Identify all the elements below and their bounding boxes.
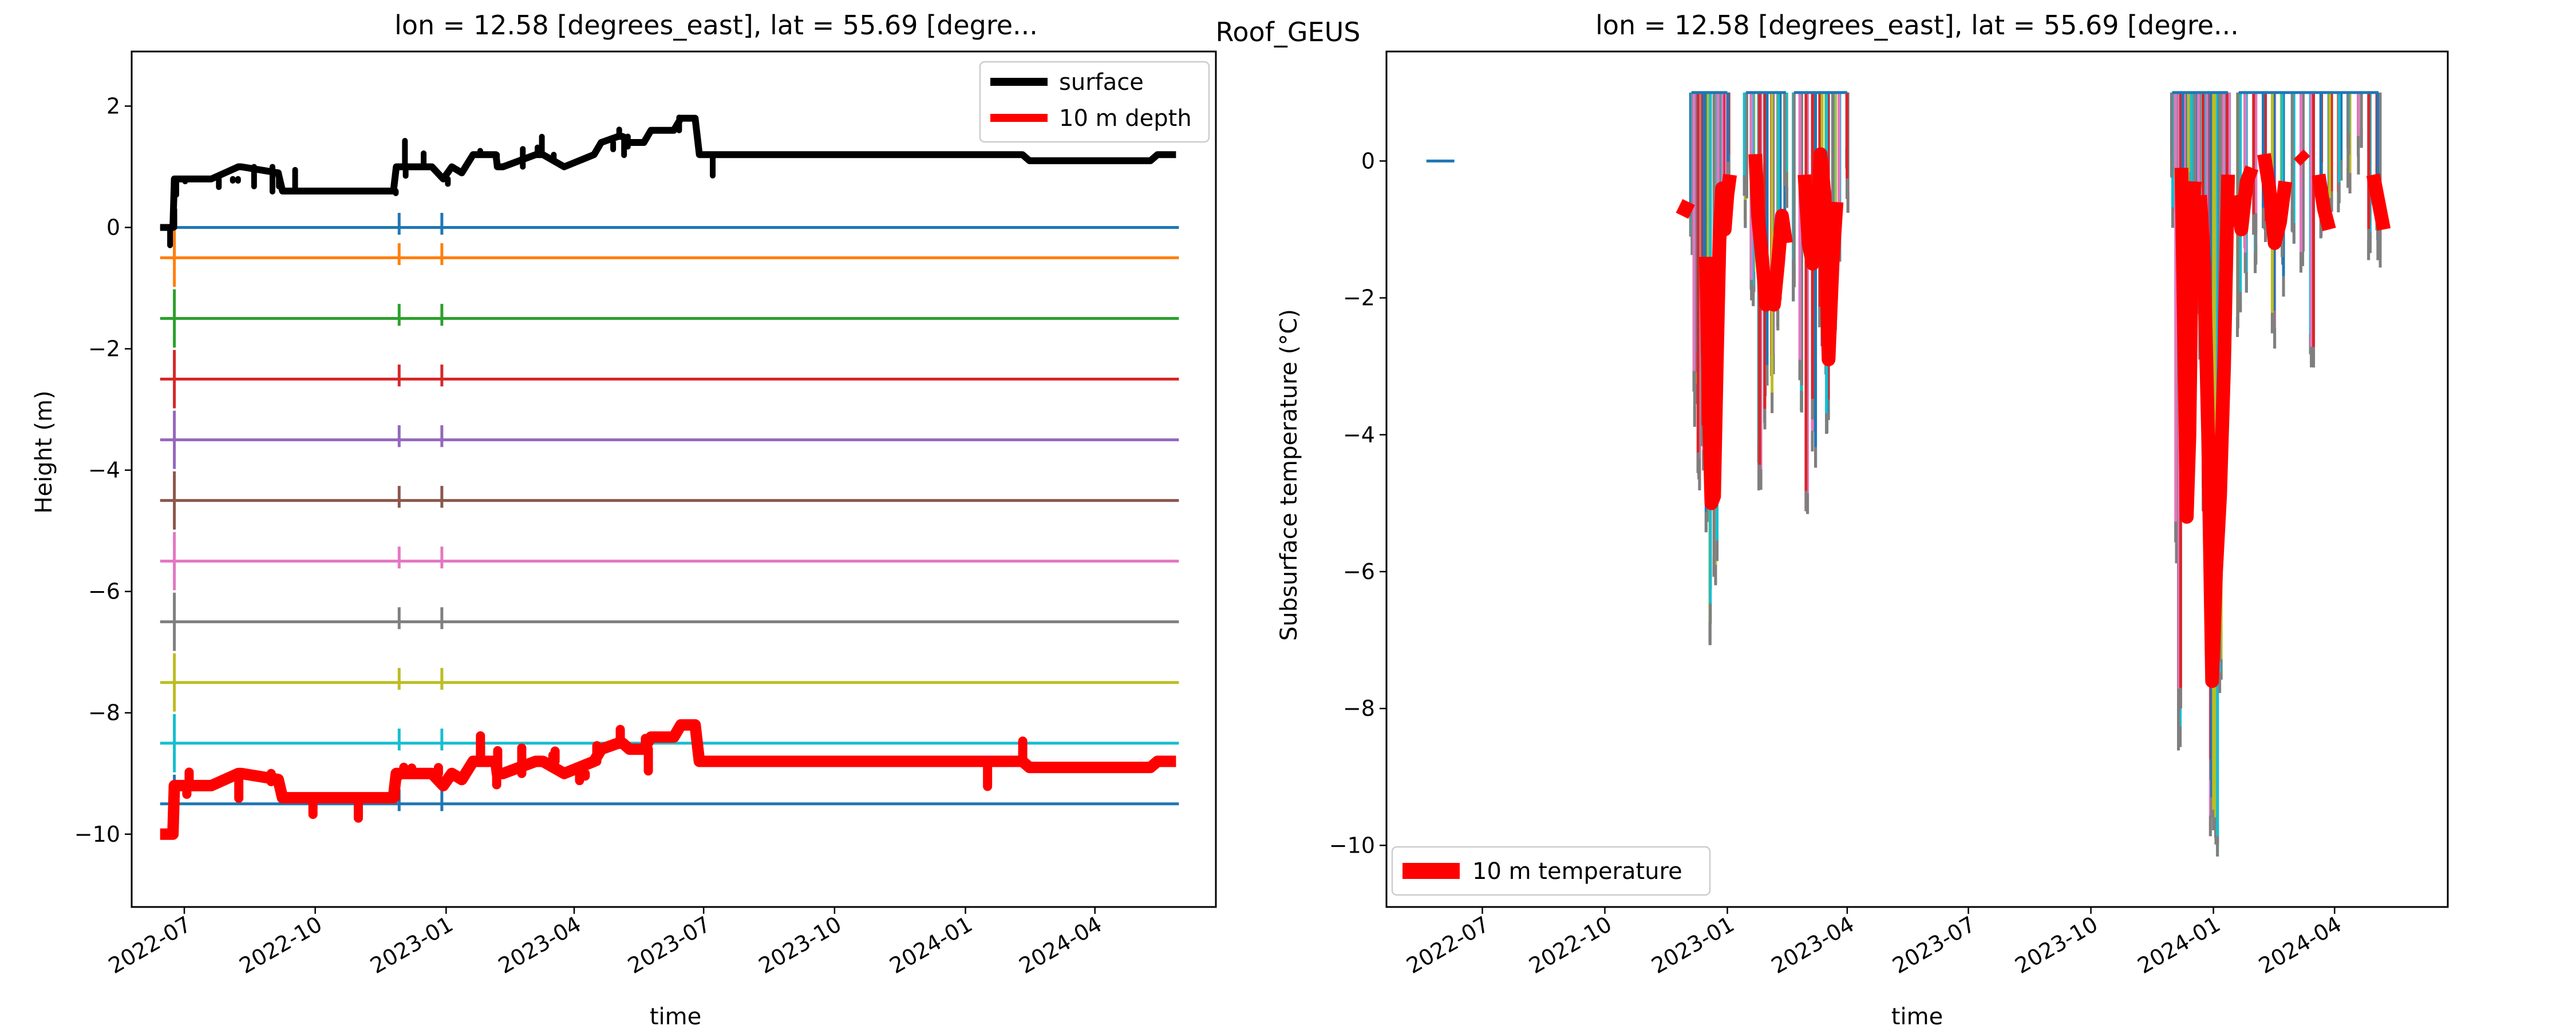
y-tick-label: −6 <box>1343 559 1375 584</box>
temperature-10m-line <box>2312 173 2336 232</box>
y-tick-label: −4 <box>1343 422 1375 447</box>
y-tick-label: −2 <box>88 336 120 362</box>
temperature-10m-line <box>2193 175 2235 688</box>
temperature-chart-legend: 10 m temperature <box>1391 846 1711 896</box>
height-chart-legend: surface 10 m depth <box>979 61 1210 143</box>
y-tick-label: −8 <box>1343 696 1375 721</box>
height-chart-plot-area <box>160 114 1179 840</box>
temperature-chart-title: lon = 12.58 [degrees_east], lat = 55.69 … <box>1595 10 2239 41</box>
temperature-10m-line <box>2174 168 2202 524</box>
y-tick-label: −10 <box>74 822 120 847</box>
temperature-chart-ylabel: Subsurface temperature (°C) <box>1276 309 1302 641</box>
temperature-chart-legend-box <box>1391 846 1711 896</box>
temperature-10m-line <box>2229 165 2259 236</box>
legend-label-surface: surface <box>1059 69 1144 96</box>
height-chart-title: lon = 12.58 [degrees_east], lat = 55.69 … <box>394 10 1038 41</box>
height-chart-xlabel: time <box>650 1004 701 1030</box>
plot-frame <box>1385 50 2449 908</box>
temperature-chart-plot-area <box>1426 91 2391 857</box>
temperature-10m-line <box>1676 199 1695 219</box>
temperature-10m-line <box>1748 153 1793 312</box>
plot-frame <box>131 50 1217 908</box>
legend-label-10m-depth: 10 m depth <box>1059 105 1192 132</box>
y-tick-label: −10 <box>1329 833 1375 858</box>
temperature-10m-line <box>1699 173 1737 510</box>
y-tick-label: −2 <box>1343 286 1375 311</box>
y-tick-label: −8 <box>88 700 120 726</box>
temperature-10m-line <box>2293 149 2310 166</box>
temperature-chart-xlabel: time <box>1891 1004 1943 1030</box>
temperature-10m-line <box>1797 147 1844 367</box>
temperature-10m-line <box>2257 153 2293 250</box>
temperature-10m-line <box>2366 173 2391 231</box>
y-tick-label: −6 <box>88 579 120 604</box>
legend-label-10m-temperature: 10 m temperature <box>1472 858 1682 885</box>
figure-suptitle: Roof_GEUS <box>1216 17 1361 47</box>
depth-10m-line <box>160 719 1176 840</box>
y-tick-label: 0 <box>1361 148 1375 173</box>
y-tick-label: 0 <box>106 215 120 240</box>
y-tick-label: 2 <box>106 93 120 118</box>
y-tick-label: −4 <box>88 458 120 483</box>
height-chart-ylabel: Height (m) <box>31 390 57 513</box>
